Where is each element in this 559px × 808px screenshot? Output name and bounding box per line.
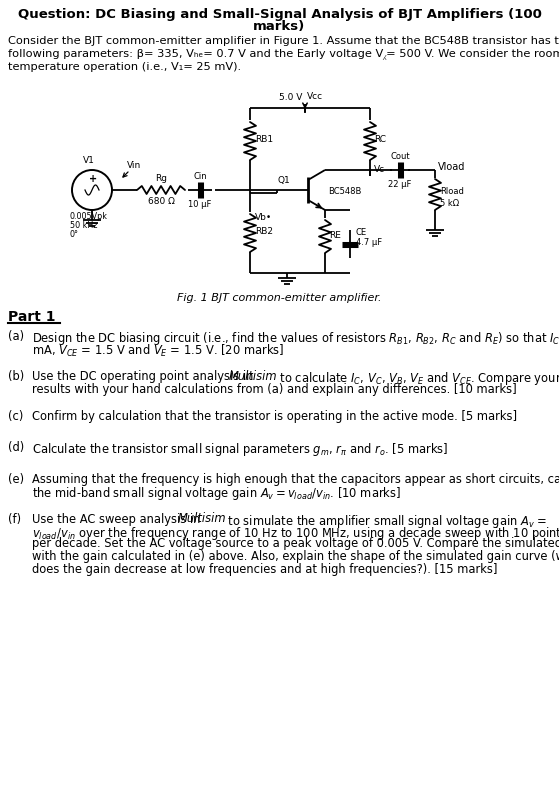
Text: Question: DC Biasing and Small-Signal Analysis of BJT Amplifiers (100: Question: DC Biasing and Small-Signal An… [17, 8, 542, 21]
Text: (b): (b) [8, 370, 24, 383]
Text: marks): marks) [253, 20, 306, 33]
Text: Vin: Vin [127, 161, 141, 170]
Text: Vb•: Vb• [255, 213, 272, 222]
Text: 680 Ω: 680 Ω [148, 197, 174, 206]
Text: CE: CE [356, 228, 367, 237]
Text: V1: V1 [83, 156, 95, 165]
Text: the mid-band small signal voltage gain $A_v = v_{load}/v_{in}$. [10 marks]: the mid-band small signal voltage gain $… [32, 485, 401, 502]
Text: Consider the BJT common-emitter amplifier in Figure 1. Assume that the BC548B tr: Consider the BJT common-emitter amplifie… [8, 36, 559, 46]
Text: Multisim: Multisim [178, 512, 226, 525]
Text: 10 μF: 10 μF [188, 200, 212, 209]
Text: RB1: RB1 [255, 136, 273, 145]
Text: 22 μF: 22 μF [389, 180, 411, 189]
Text: 50 kHz: 50 kHz [70, 221, 97, 230]
Text: results with your hand calculations from (a) and explain any differences. [10 ma: results with your hand calculations from… [32, 382, 517, 395]
Text: Use the DC operating point analysis in: Use the DC operating point analysis in [32, 370, 257, 383]
Text: (c): (c) [8, 410, 23, 423]
Text: 5.0 V: 5.0 V [278, 93, 302, 102]
Text: 0.005Vpk: 0.005Vpk [70, 212, 108, 221]
Text: Confirm by calculation that the transistor is operating in the active mode. [5 m: Confirm by calculation that the transist… [32, 410, 517, 423]
Text: Part 1: Part 1 [8, 310, 55, 324]
Text: Rload: Rload [440, 187, 464, 196]
Text: with the gain calculated in (e) above. Also, explain the shape of the simulated : with the gain calculated in (e) above. A… [32, 550, 559, 563]
Text: following parameters: β= 335, Vₕₑ= 0.7 V and the Early voltage V⁁= 500 V. We con: following parameters: β= 335, Vₕₑ= 0.7 V… [8, 49, 559, 60]
Text: Assuming that the frequency is high enough that the capacitors appear as short c: Assuming that the frequency is high enou… [32, 473, 559, 486]
Text: Calculate the transistor small signal parameters $g_m$, $r_\pi$ and $r_o$. [5 ma: Calculate the transistor small signal pa… [32, 441, 448, 458]
Text: Cin: Cin [193, 172, 207, 181]
Text: 4.7 μF: 4.7 μF [356, 238, 382, 247]
Text: Cout: Cout [390, 152, 410, 161]
Text: to calculate $I_C$, $V_C$, $V_B$, $V_E$ and $V_{CE}$. Compare your: to calculate $I_C$, $V_C$, $V_B$, $V_E$ … [276, 370, 559, 387]
Text: Use the AC sweep analysis in: Use the AC sweep analysis in [32, 512, 204, 525]
Text: Rg: Rg [155, 174, 167, 183]
Text: 0°: 0° [70, 230, 79, 239]
Text: Multisim: Multisim [229, 370, 278, 383]
Text: temperature operation (i.e., V₁= 25 mV).: temperature operation (i.e., V₁= 25 mV). [8, 62, 241, 72]
Text: RC: RC [374, 136, 386, 145]
Text: per decade. Set the AC voltage source to a peak voltage of 0.005 V. Compare the : per decade. Set the AC voltage source to… [32, 537, 559, 550]
Text: mA, $V_{CE}$ = 1.5 V and $V_E$ = 1.5 V. [20 marks]: mA, $V_{CE}$ = 1.5 V and $V_E$ = 1.5 V. … [32, 343, 285, 359]
Text: Design the DC biasing circuit (i.e., find the values of resistors $R_{B1}$, $R_{: Design the DC biasing circuit (i.e., fin… [32, 330, 559, 347]
Text: $v_{load}/v_{in}$ over the frequency range of 10 Hz to 100 MHz, using a decade s: $v_{load}/v_{in}$ over the frequency ran… [32, 525, 559, 542]
Text: Vcc: Vcc [307, 92, 323, 101]
Text: does the gain decrease at low frequencies and at high frequencies?). [15 marks]: does the gain decrease at low frequencie… [32, 562, 498, 575]
Text: Vload: Vload [438, 162, 466, 172]
Text: (d): (d) [8, 441, 24, 454]
Text: to simulate the amplifier small signal voltage gain $A_v$ =: to simulate the amplifier small signal v… [224, 512, 547, 529]
Text: Vc: Vc [374, 165, 385, 174]
Text: (e): (e) [8, 473, 24, 486]
Text: (a): (a) [8, 330, 24, 343]
Text: (f): (f) [8, 512, 21, 525]
Text: 5 kΩ: 5 kΩ [440, 200, 459, 208]
Text: Q1: Q1 [277, 176, 290, 185]
Text: BC548B: BC548B [328, 187, 361, 196]
Text: +: + [89, 174, 97, 184]
Text: RE: RE [329, 232, 341, 241]
Text: RB2: RB2 [255, 228, 273, 237]
Text: Fig. 1 BJT common-emitter amplifier.: Fig. 1 BJT common-emitter amplifier. [177, 293, 382, 303]
